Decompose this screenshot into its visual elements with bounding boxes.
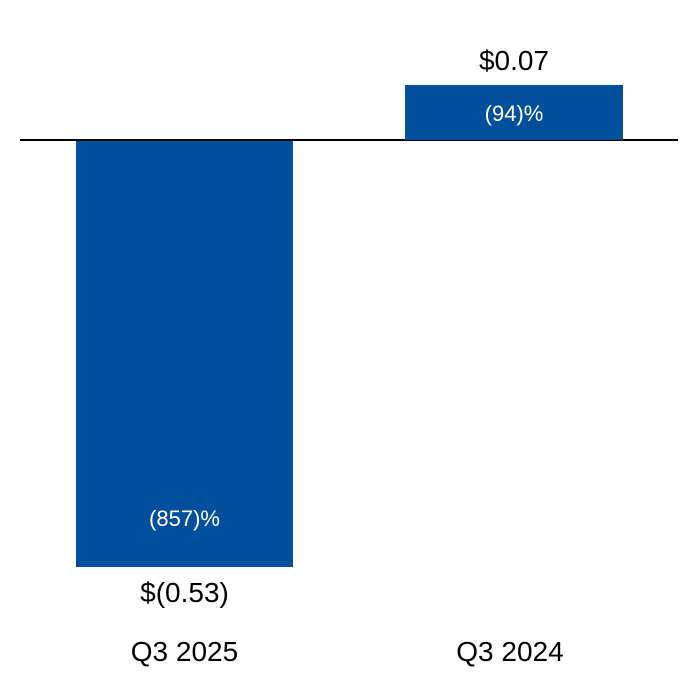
bar-q3-2024: (94)% — [405, 85, 623, 140]
percent-label-q3-2024: (94)% — [484, 100, 544, 126]
category-label-q3-2025: Q3 2025 — [130, 636, 239, 667]
bar-q3-2025: (857)% — [76, 141, 293, 567]
percent-label-q3-2025: (857)% — [149, 506, 220, 531]
value-label-q3-2024: $0.07 — [478, 45, 550, 76]
category-label-q3-2024: Q3 2024 — [456, 636, 564, 667]
zero-axis-line — [20, 139, 678, 141]
value-label-q3-2025: $(0.53) — [140, 577, 229, 608]
